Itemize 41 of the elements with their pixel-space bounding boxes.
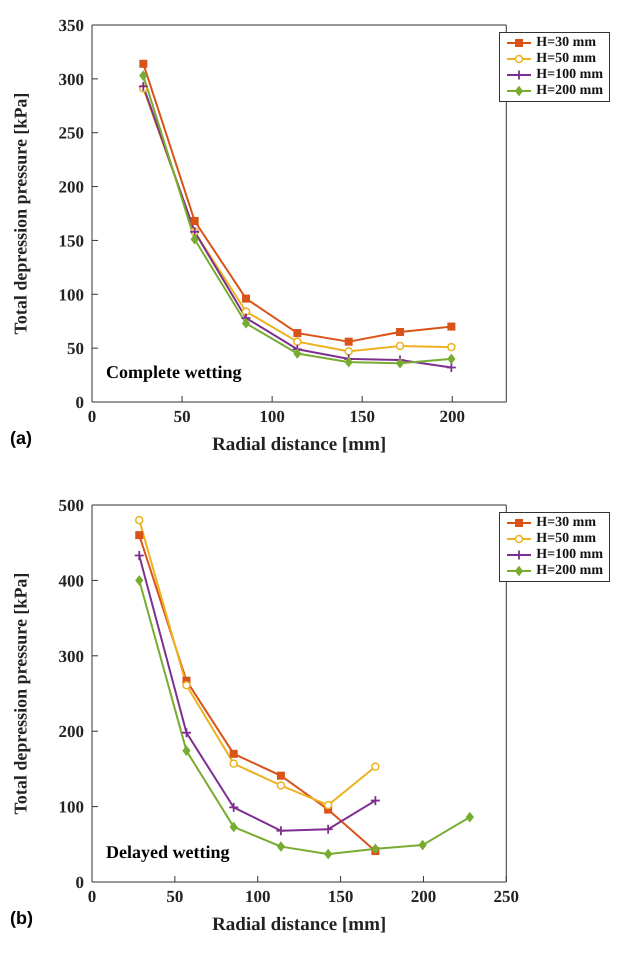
- annotation: Complete wetting: [106, 362, 242, 383]
- x-axis-title: Radial distance [mm]: [212, 914, 386, 935]
- legend-label: H=30 mm: [536, 35, 596, 51]
- x-tick-label: 0: [88, 407, 96, 426]
- legend-label: H=100 mm: [536, 547, 603, 563]
- y-tick-label: 0: [76, 873, 84, 892]
- y-tick-label: 200: [58, 178, 84, 197]
- y-tick-label: 150: [58, 231, 84, 250]
- x-tick-label: 200: [410, 887, 436, 906]
- legend-label: H=200 mm: [536, 83, 603, 99]
- x-axis-title: Radial distance [mm]: [212, 434, 386, 455]
- y-tick-label: 300: [58, 646, 84, 666]
- legend-label: H=50 mm: [536, 51, 596, 67]
- x-tick-label: 50: [174, 407, 191, 426]
- y-tick-label: 200: [58, 722, 84, 742]
- y-tick-label: 100: [58, 285, 84, 304]
- y-axis-title: Total depression pressure [kPa]: [10, 92, 30, 334]
- text: (a): [10, 428, 32, 449]
- annotation: Delayed wetting: [106, 842, 230, 863]
- y-axis-title: Total depression pressure [kPa]: [10, 572, 30, 814]
- x-tick-label: 50: [166, 887, 184, 906]
- y-tick-label: 250: [58, 124, 84, 143]
- legend-label: H=100 mm: [536, 67, 603, 83]
- x-tick-label: 0: [88, 887, 96, 906]
- x-tick-label: 200: [440, 407, 466, 426]
- legend-label: H=30 mm: [536, 515, 596, 531]
- y-tick-label: 300: [58, 70, 84, 89]
- x-tick-label: 150: [328, 887, 354, 906]
- x-tick-label: 150: [349, 407, 375, 426]
- y-tick-label: 400: [58, 571, 84, 590]
- y-tick-label: 350: [58, 16, 84, 36]
- legend-label: H=200 mm: [536, 563, 603, 579]
- x-tick-label: 100: [259, 407, 285, 426]
- x-tick-label: 100: [244, 887, 270, 906]
- y-tick-label: 500: [58, 496, 84, 516]
- x-tick-label: 250: [494, 887, 520, 906]
- y-tick-label: 100: [58, 798, 84, 817]
- y-tick-label: 50: [67, 339, 84, 358]
- y-tick-label: 0: [76, 393, 84, 412]
- legend-label: H=50 mm: [536, 531, 596, 547]
- text: (b): [10, 908, 33, 929]
